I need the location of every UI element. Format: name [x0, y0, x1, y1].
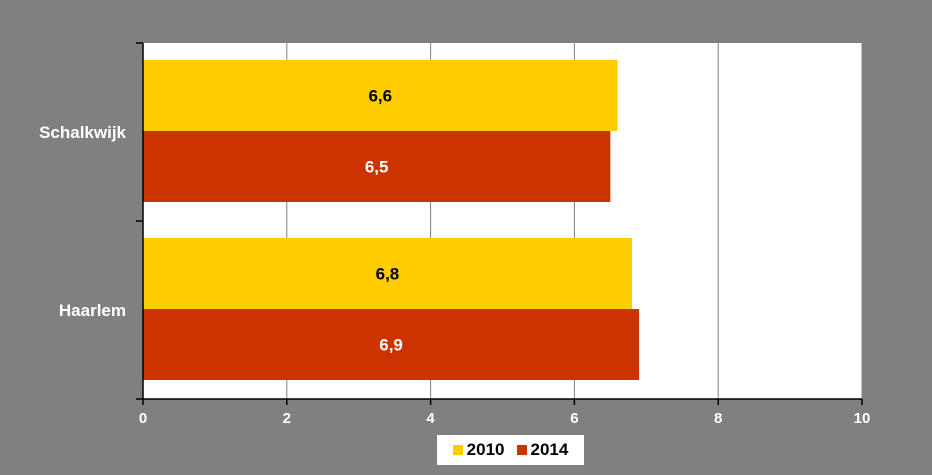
legend-swatch-2014 — [516, 445, 527, 455]
bar-haarlem-2014 — [143, 309, 640, 380]
legend-label-2014: 2014 — [530, 440, 569, 459]
legend-item-2010: 2010 — [452, 440, 505, 460]
x-tick-label-2: 4 — [426, 410, 435, 427]
x-tick-label-3: 6 — [570, 410, 578, 427]
x-tick-label-4: 8 — [714, 410, 722, 427]
x-tick-label-1: 2 — [283, 410, 291, 427]
data-label-schalkwijk-2010: 6,6 — [368, 87, 392, 106]
bar-haarlem-2010 — [143, 238, 632, 309]
data-label-haarlem-2010: 6,8 — [376, 265, 400, 284]
legend-item-2014: 2014 — [516, 440, 569, 460]
bar-schalkwijk-2014 — [143, 131, 611, 202]
x-tick-label-0: 0 — [139, 410, 147, 427]
bar-schalkwijk-2010 — [143, 60, 618, 131]
category-label-haarlem: Haarlem — [59, 301, 126, 320]
x-tick-label-5: 10 — [854, 410, 871, 427]
category-label-schalkwijk: Schalkwijk — [39, 123, 126, 142]
data-label-haarlem-2014: 6,9 — [379, 336, 403, 355]
legend-swatch-2010 — [452, 445, 463, 455]
legend-label-2010: 2010 — [466, 440, 505, 459]
legend: 2010 2014 — [437, 435, 584, 465]
data-label-schalkwijk-2014: 6,5 — [365, 158, 389, 177]
